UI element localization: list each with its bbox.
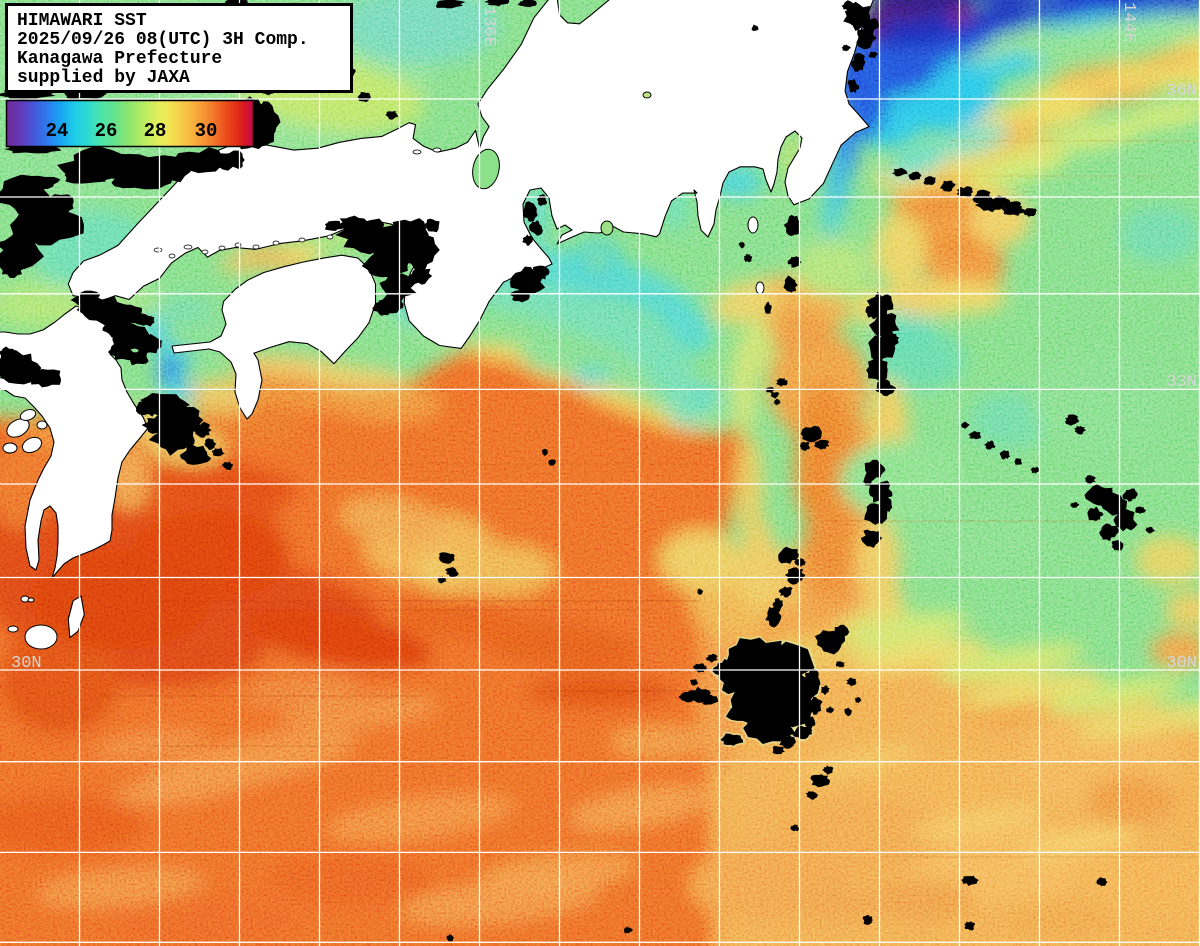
svg-text:28: 28 xyxy=(144,120,167,142)
svg-text:144E: 144E xyxy=(1119,2,1138,43)
svg-text:33N: 33N xyxy=(1166,373,1197,392)
svg-text:24: 24 xyxy=(46,120,69,142)
svg-text:HIMAWARI SST: HIMAWARI SST xyxy=(17,11,147,31)
svg-text:2025/09/26 08(UTC) 3H Comp.: 2025/09/26 08(UTC) 3H Comp. xyxy=(17,30,309,50)
svg-text:136E: 136E xyxy=(479,6,498,47)
svg-text:Kanagawa Prefecture: Kanagawa Prefecture xyxy=(17,49,222,69)
svg-text:30N: 30N xyxy=(1166,654,1197,673)
svg-text:30: 30 xyxy=(195,120,218,142)
svg-text:30N: 30N xyxy=(11,654,42,673)
svg-text:supplied by JAXA: supplied by JAXA xyxy=(17,68,190,88)
svg-text:36N: 36N xyxy=(1166,82,1197,101)
svg-text:26: 26 xyxy=(95,120,118,142)
